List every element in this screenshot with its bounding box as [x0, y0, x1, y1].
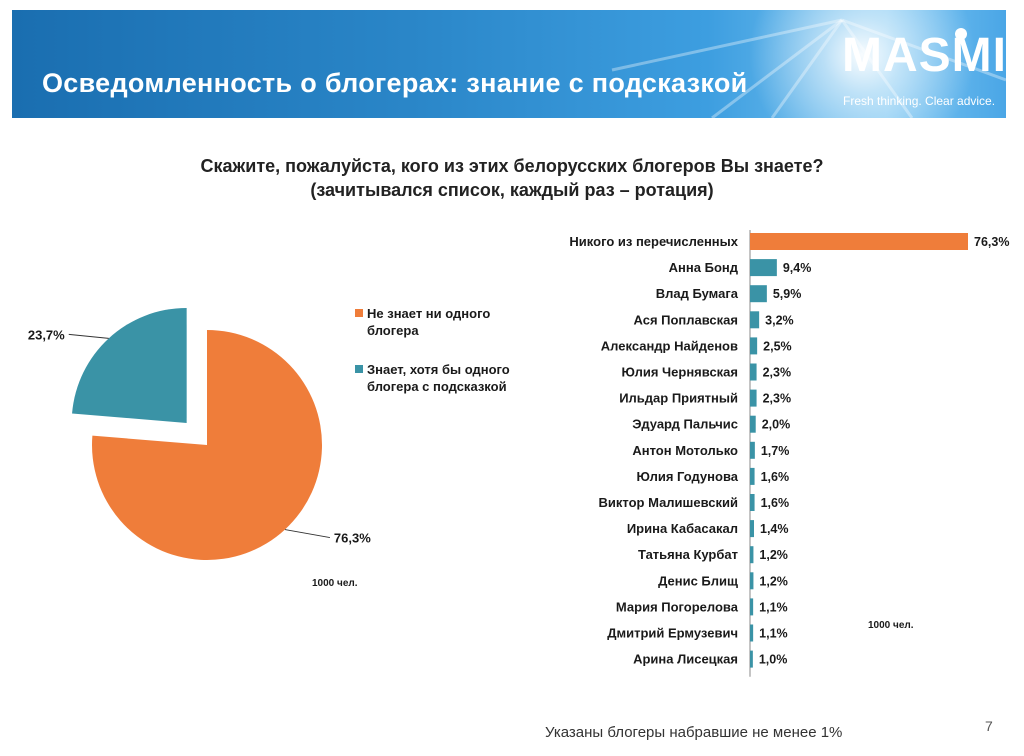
bar	[750, 337, 758, 355]
bar-category-label: Дмитрий Ермузевич	[607, 626, 738, 641]
bar	[750, 415, 756, 433]
bar-value-label: 5,9%	[773, 287, 802, 301]
bar	[750, 520, 754, 538]
logo: MASMI	[842, 29, 1006, 82]
light-flare	[732, 10, 992, 118]
bar-category-label: Юлия Чернявская	[622, 365, 739, 380]
bar-category-label: Юлия Годунова	[636, 469, 738, 484]
bar-category-label: Ирина Кабасакал	[627, 521, 738, 536]
base-note: 1000 чел.	[312, 578, 358, 589]
bar	[750, 467, 755, 485]
legend-label: Не знает ни одного	[367, 306, 490, 321]
pie-slice-label: 23,7%	[28, 327, 65, 342]
bar-value-label: 2,3%	[763, 366, 792, 380]
bar	[750, 650, 753, 668]
bar-category-label: Денис Блищ	[658, 573, 738, 588]
bar	[750, 233, 968, 250]
bar-category-label: Эдуард Пальчис	[632, 417, 738, 432]
bar-category-label: Анна Бонд	[669, 260, 739, 275]
bar-value-label: 2,0%	[762, 418, 791, 432]
legend-label: Знает, хотя бы одного	[367, 362, 510, 377]
bar	[750, 546, 754, 564]
bar-category-label: Влад Бумага	[656, 286, 739, 301]
bar	[750, 572, 754, 590]
bar	[750, 311, 760, 329]
bar-value-label: 1,1%	[759, 627, 788, 641]
bar-category-label: Ася Поплавская	[634, 312, 739, 327]
page-number: 7	[985, 718, 993, 734]
bar-value-label: 1,6%	[761, 470, 790, 484]
bar-category-label: Антон Мотолько	[632, 443, 738, 458]
logo-tagline: Fresh thinking. Clear advice.	[843, 94, 996, 108]
bar-value-label: 2,5%	[763, 339, 792, 353]
bar-category-label: Татьяна Курбат	[638, 547, 738, 562]
bar-value-label: 1,0%	[759, 653, 788, 667]
bar	[750, 494, 755, 511]
bar-value-label: 1,4%	[760, 522, 789, 536]
bar	[750, 598, 754, 616]
bar-category-label: Виктор Малишевский	[599, 495, 739, 510]
bar	[750, 285, 767, 303]
bar-value-label: 1,2%	[759, 548, 788, 562]
bar	[750, 389, 757, 407]
pie-slice	[72, 307, 187, 423]
header-banner: Осведомленность о блогерах: знание с под…	[12, 10, 1006, 118]
bar-category-label: Александр Найденов	[601, 338, 738, 353]
footnote: Указаны блогеры набравшие не менее 1%	[545, 724, 843, 741]
bar-value-label: 1,6%	[761, 496, 790, 510]
legend-swatch	[355, 309, 363, 317]
pie-leader-line	[68, 333, 109, 339]
bar-value-label: 1,7%	[761, 444, 790, 458]
bar-category-label: Арина Лисецкая	[633, 652, 738, 667]
bar-value-label: 1,1%	[759, 600, 788, 614]
legend-label: блогера	[367, 323, 419, 338]
bar-category-label: Никого из перечисленных	[569, 234, 738, 249]
bar-value-label: 1,2%	[759, 574, 788, 588]
question-line-1: Скажите, пожалуйста, кого из этих белору…	[200, 156, 824, 176]
bar	[750, 441, 755, 459]
light-rays	[611, 18, 1006, 118]
bar	[750, 624, 754, 642]
page-title: Осведомленность о блогерах: знание с под…	[42, 68, 748, 98]
bar-value-label: 3,2%	[765, 313, 794, 327]
bar-category-label: Ильдар Приятный	[619, 391, 738, 406]
bar-value-label: 76,3%	[974, 235, 1009, 249]
pie-leader-line	[284, 529, 331, 539]
pie-slice	[91, 330, 322, 560]
bar	[750, 259, 777, 277]
bar-category-label: Мария Погорелова	[616, 599, 739, 614]
bar-value-label: 9,4%	[783, 261, 812, 275]
bar-value-label: 2,3%	[763, 392, 792, 406]
pie-slice-label: 76,3%	[334, 531, 371, 546]
base-note: 1000 чел.	[868, 620, 914, 631]
legend-swatch	[355, 365, 363, 373]
question-line-2: (зачитывался список, каждый раз – ротаци…	[310, 180, 714, 200]
bar	[750, 363, 757, 381]
logo-dot	[955, 28, 967, 40]
legend-label: блогера с подсказкой	[367, 379, 507, 394]
